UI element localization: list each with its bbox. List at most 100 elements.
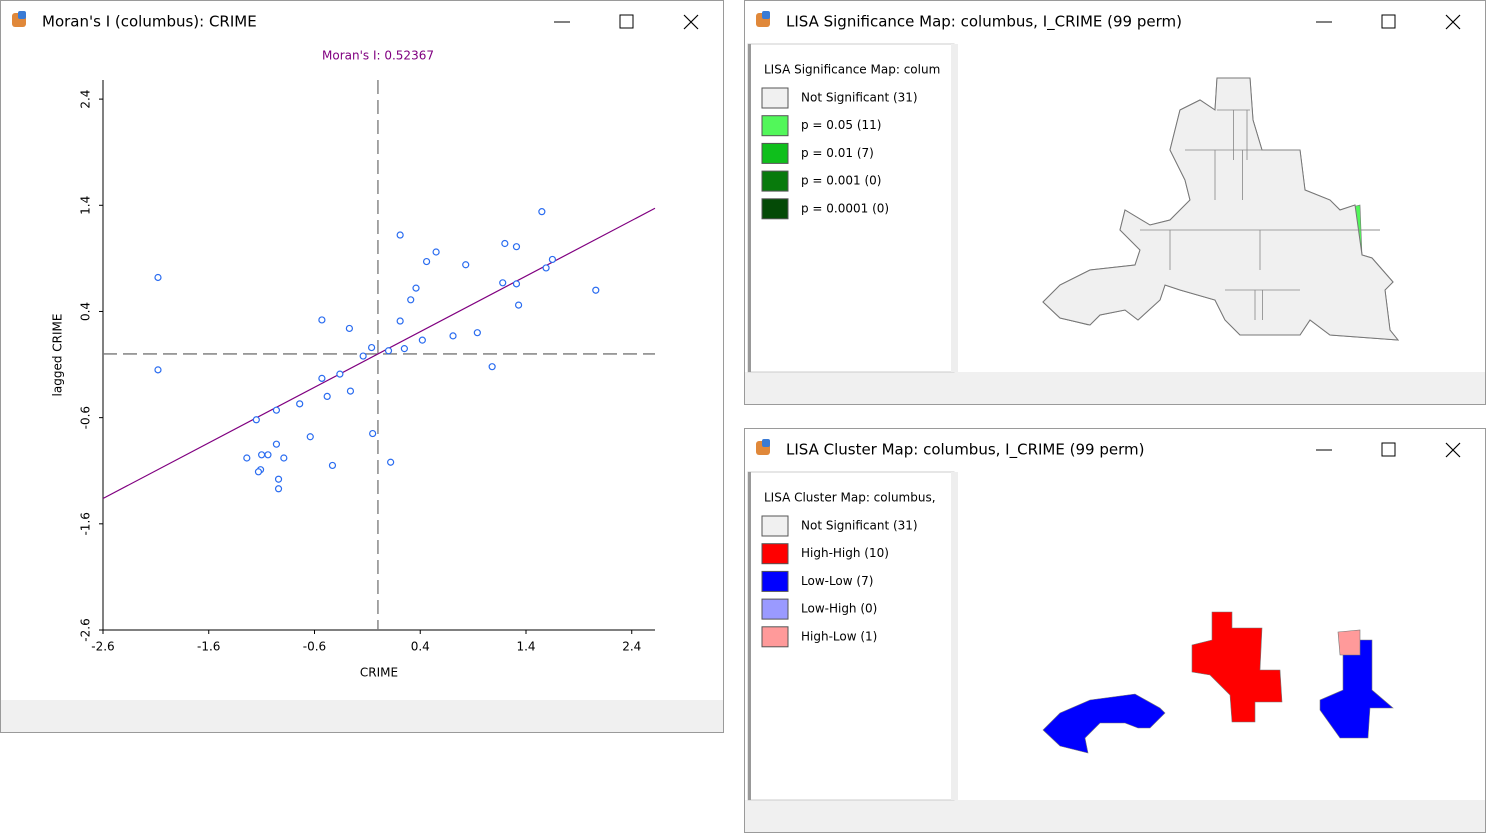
y-tick-label: -1.6: [79, 512, 93, 535]
point: [473, 329, 481, 337]
window: LISA Cluster Map: columbus, I_CRIME (99 …: [744, 77, 1486, 833]
point: [396, 231, 404, 239]
legend-swatch: [761, 543, 789, 565]
legend-label: High-High (10): [801, 546, 889, 560]
window-title: LISA Significance Map: columbus, I_CRIME…: [786, 13, 1182, 32]
tract: [1042, 693, 1166, 754]
tract-edge: [1225, 289, 1300, 320]
point: [499, 279, 507, 287]
point: [514, 301, 523, 309]
point: [328, 461, 337, 470]
point: [542, 264, 550, 272]
point: [407, 296, 415, 304]
tract: [1337, 629, 1361, 656]
legend-title: LISA Cluster Map: columbus,: [764, 491, 936, 505]
legend-label: Low-High (0): [801, 602, 877, 616]
legend-label: p = 0.01 (7): [801, 146, 874, 160]
point: [306, 433, 314, 441]
status-bar: [745, 800, 1485, 832]
point: [512, 243, 521, 251]
point: [154, 366, 162, 374]
legend-label: Low-Low (7): [801, 574, 873, 588]
maximize-button[interactable]: [1381, 14, 1396, 29]
y-tick-label: 0.4: [79, 302, 93, 321]
status-bar: [745, 372, 1485, 404]
panel-divider: [951, 44, 958, 372]
point: [359, 352, 367, 360]
point: [252, 416, 260, 424]
window-title: Moran's I (columbus): CRIME: [42, 13, 257, 31]
point: [548, 255, 557, 264]
close-button[interactable]: [1445, 442, 1461, 458]
x-tick-label: -1.6: [197, 640, 220, 654]
point: [387, 458, 395, 466]
regression-line: [102, 207, 656, 500]
x-tick-label: 2.4: [622, 640, 641, 654]
x-axis-label: CRIME: [360, 666, 398, 680]
point: [369, 429, 377, 438]
point: [488, 363, 496, 371]
point: [336, 370, 344, 378]
legend-strip: [748, 44, 751, 372]
legend-label: Not Significant (31): [801, 91, 918, 105]
point: [318, 374, 326, 382]
tract: [1319, 639, 1394, 739]
point: [400, 345, 408, 353]
window: Moran's I (columbus): CRIME -2.6 -1.6 -0.6 0…: [0, 0, 724, 733]
point: [432, 248, 440, 256]
legend-label: p = 0.05 (11): [801, 118, 881, 132]
point: [272, 406, 281, 414]
close-button[interactable]: [683, 14, 699, 30]
y-tick-label: 1.4: [79, 196, 93, 215]
legend-swatch: [761, 626, 789, 648]
x-tick-label: -0.6: [303, 640, 326, 654]
y-tick-label: -2.6: [79, 618, 93, 641]
x-tick-label: 1.4: [516, 640, 535, 654]
point: [412, 284, 420, 292]
legend-swatch: [761, 87, 789, 109]
legend-label: Not Significant (31): [801, 519, 918, 533]
point: [258, 451, 266, 459]
close-button[interactable]: [1445, 14, 1461, 30]
window: LISA Significance Map: columbus, I_CRIME…: [744, 0, 1486, 405]
window-frame: [0, 0, 724, 733]
point: [501, 239, 509, 248]
map: [1042, 77, 1399, 754]
tract: [1191, 611, 1283, 723]
morans-i-label: Moran's I: 0.52367: [322, 49, 434, 63]
legend-swatch: [761, 115, 789, 137]
point: [280, 454, 288, 462]
point: [367, 343, 376, 352]
legend-label: p = 0.001 (0): [801, 174, 881, 188]
y-axis-label: lagged CRIME: [51, 314, 65, 397]
point: [512, 280, 521, 288]
tract-edge: [1217, 109, 1250, 160]
point: [323, 392, 331, 401]
tract-edge: [1185, 149, 1300, 200]
legend-label: p = 0.0001 (0): [801, 201, 889, 215]
point: [272, 440, 281, 448]
point: [274, 485, 283, 493]
point: [422, 257, 431, 266]
maximize-button[interactable]: [1381, 442, 1396, 457]
legend-swatch: [761, 198, 789, 220]
tract-edge: [1140, 229, 1380, 270]
app-icon-mark: [18, 11, 26, 19]
point: [592, 286, 600, 294]
legend-strip: [748, 472, 751, 800]
point: [154, 273, 162, 282]
app-icon-mark: [762, 11, 770, 19]
maximize-button[interactable]: [619, 14, 634, 29]
point: [346, 387, 355, 395]
legend-swatch: [761, 598, 789, 620]
legend-swatch: [761, 570, 789, 592]
legend-label: High-Low (1): [801, 629, 877, 643]
x-tick-label: 0.4: [411, 640, 430, 654]
legend-title: LISA Significance Map: colum: [764, 63, 940, 77]
y-tick-label: -0.6: [79, 406, 93, 429]
point: [384, 347, 393, 355]
app-icon-mark: [762, 439, 770, 447]
window-title: LISA Cluster Map: columbus, I_CRIME (99 …: [786, 441, 1144, 460]
point: [318, 316, 326, 324]
